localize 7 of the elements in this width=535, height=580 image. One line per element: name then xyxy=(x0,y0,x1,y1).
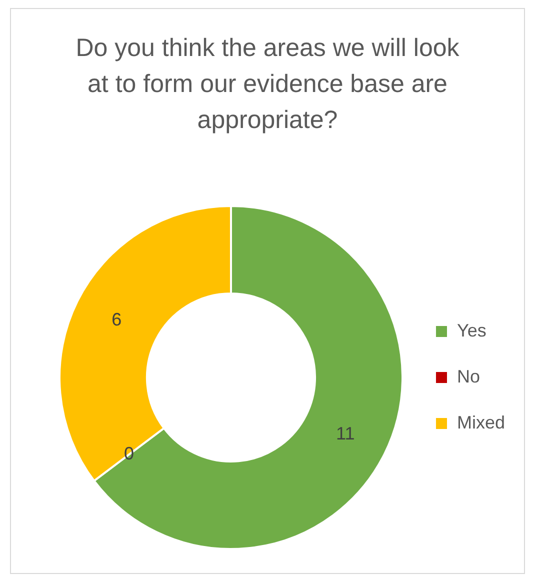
legend-label: Mixed xyxy=(456,412,505,432)
data-label: 11 xyxy=(336,423,355,444)
legend-label: Yes xyxy=(456,320,486,340)
text: 0 xyxy=(124,443,134,464)
legend-label: No xyxy=(456,366,480,386)
chart-title: Do you think the areas we will look at to form our evidence base are appropriate? xyxy=(74,33,460,136)
data-label: 6 xyxy=(112,310,122,330)
